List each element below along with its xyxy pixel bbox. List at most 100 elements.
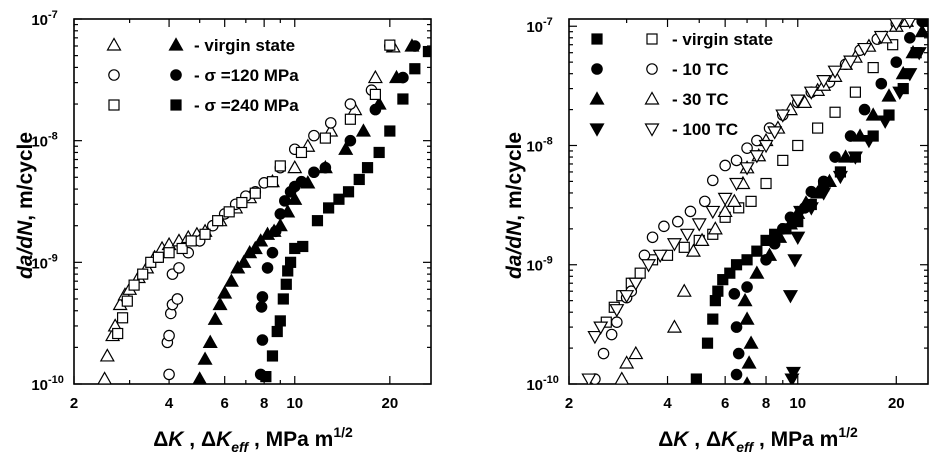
x-axis-label-superscript: 1/2 — [838, 424, 858, 440]
data-point-filled — [260, 371, 272, 383]
legend-marker-open — [646, 33, 658, 45]
data-point-filled — [861, 134, 877, 149]
data-point-open — [797, 94, 813, 108]
data-point-open — [112, 327, 124, 340]
legend-marker-open — [646, 63, 658, 75]
data-point-filled — [739, 311, 755, 325]
data-point-open — [344, 113, 356, 125]
data-point-filled — [212, 296, 228, 311]
data-point-filled — [749, 265, 765, 279]
data-point-open — [367, 69, 383, 84]
y-tick-label: 10 — [526, 377, 543, 394]
data-point-filled — [287, 191, 303, 205]
series-3 — [614, 19, 928, 384]
data-point-filled — [787, 254, 803, 268]
legend-label: - virgin state — [194, 36, 295, 55]
data-point-filled — [295, 175, 308, 188]
data-point-open — [685, 243, 701, 257]
data-point-open — [614, 371, 629, 384]
data-point-open — [274, 160, 286, 172]
data-point-filled — [785, 366, 801, 381]
legend-marker-filled — [591, 63, 603, 75]
data-point-open — [790, 94, 806, 108]
data-point-open — [760, 177, 772, 190]
data-point-open — [128, 279, 140, 291]
data-point-filled — [782, 290, 798, 304]
data-point-filled — [816, 187, 832, 201]
data-point-filled — [279, 195, 291, 207]
data-point-open — [691, 218, 707, 232]
y-tick-label-exponent: -7 — [48, 9, 58, 21]
x-tick-label: 2 — [565, 395, 573, 412]
data-point-open — [611, 316, 623, 328]
data-point-open — [679, 228, 695, 243]
y-axis-label-italic: da/dN — [503, 220, 526, 279]
data-point-filled — [202, 334, 218, 348]
data-point-filled — [338, 141, 354, 155]
data-point-open — [803, 86, 819, 100]
data-point-filled — [271, 325, 283, 338]
data-point-filled — [709, 295, 721, 307]
data-point-filled — [284, 256, 297, 268]
x-axis-label-part: , MPa m — [753, 428, 838, 451]
data-point-open — [593, 321, 609, 335]
data-point-filled — [877, 115, 893, 129]
data-point-open — [705, 205, 721, 220]
data-point-filled — [333, 193, 345, 205]
data-point-filled — [207, 311, 223, 325]
y-tick-label-exponent: -9 — [543, 255, 553, 267]
legend-marker-filled — [591, 33, 603, 45]
data-point-filled — [772, 229, 788, 243]
y-tick-label: 10 — [526, 258, 543, 275]
data-point-open — [694, 232, 710, 247]
data-point-open — [99, 348, 115, 362]
x-tick-label: 20 — [381, 395, 398, 412]
data-point-open — [889, 19, 904, 32]
data-point-open — [597, 347, 610, 360]
y-tick-label: 10 — [31, 134, 48, 151]
data-point-filled — [911, 47, 927, 61]
data-point-open — [605, 328, 618, 341]
data-point-filled — [197, 351, 213, 365]
data-point-filled — [373, 146, 385, 159]
x-axis-label-part: K — [673, 428, 690, 451]
data-point-filled — [274, 208, 287, 220]
data-point-filled — [247, 240, 263, 255]
data-point-open — [171, 293, 184, 305]
data-point-filled — [323, 202, 335, 214]
data-point-filled — [701, 337, 714, 349]
legend-marker-open — [644, 91, 660, 105]
data-point-open — [672, 215, 684, 228]
x-axis-label: ΔK , ΔKeff , MPa m1/2 — [153, 424, 353, 455]
data-point-filled — [707, 313, 719, 325]
data-point-filled — [297, 240, 309, 253]
x-axis-label-superscript: 1/2 — [333, 424, 353, 440]
data-point-open — [887, 39, 899, 51]
data-point-filled — [803, 202, 819, 216]
y-axis-label: da/dN, m/cycle — [14, 132, 37, 279]
x-axis-label-part: , MPa m — [248, 428, 333, 451]
data-point-open — [116, 312, 129, 324]
legend: - virgin state - 10 TC - 30 TC - 100 TC — [589, 30, 773, 139]
x-axis-label-part: Δ — [658, 428, 673, 451]
legend-marker-filled — [168, 37, 184, 51]
data-point-open — [849, 86, 861, 98]
series-4 — [581, 19, 927, 384]
data-point-filled — [277, 293, 289, 305]
x-tick-label: 6 — [221, 395, 229, 412]
data-point-filled — [223, 273, 239, 287]
data-point-open — [628, 277, 644, 291]
x-tick-label: 2 — [70, 395, 78, 412]
data-point-filled — [904, 31, 916, 44]
legend-marker-filled — [589, 123, 605, 137]
data-point-open — [666, 319, 682, 333]
x-tick-label: 20 — [888, 395, 905, 412]
data-point-open — [741, 142, 753, 154]
data-point-filled — [192, 371, 207, 384]
data-point-filled — [342, 186, 355, 198]
x-tick-label: 10 — [286, 395, 303, 412]
